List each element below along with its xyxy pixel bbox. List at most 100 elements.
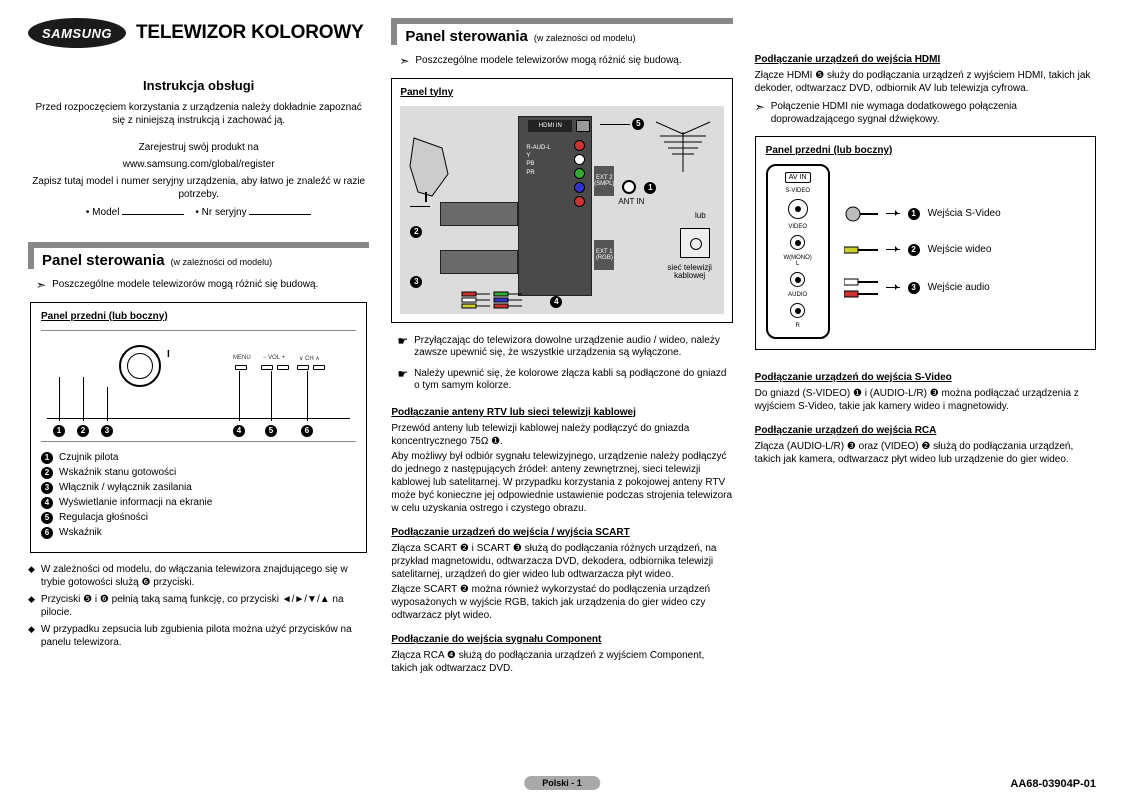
fp-num-6: 6 bbox=[301, 425, 313, 437]
intro-text: Przed rozpoczęciem korzystania z urządze… bbox=[28, 101, 369, 127]
fp-guide-line bbox=[47, 418, 350, 419]
fp-menu-label: MENU bbox=[233, 355, 251, 361]
note-3: W przypadku zepsucia lub zgubienia pilot… bbox=[41, 623, 369, 649]
socket-video bbox=[790, 235, 805, 250]
legend-num-2: 2 bbox=[41, 467, 53, 479]
section-1-title: Panel sterowania bbox=[42, 252, 165, 269]
product-title: TELEWIZOR KOLOROWY bbox=[136, 22, 364, 44]
rp-cable-label: sieć telewizji kablowej bbox=[658, 264, 722, 282]
legend-text-4: Wyświetlanie informacji na ekranie bbox=[59, 497, 212, 508]
svideo-plug-icon bbox=[844, 205, 878, 223]
col2-bullet-2: ☛ Należy upewnić się, że kolorowe złącza… bbox=[397, 368, 732, 393]
column-2: Panel sterowania (w zależności od modelu… bbox=[391, 18, 732, 677]
section-2-note: ➣ Poszczególne modele telewizorów mogą r… bbox=[399, 55, 732, 68]
section-2-sub: (w zależności od modelu) bbox=[534, 33, 636, 43]
document-code: AA68-03904P-01 bbox=[1010, 778, 1096, 790]
col3-sub1-head: Podłączanie urządzeń do wejścia HDMI bbox=[755, 54, 1096, 65]
column-3: Podłączanie urządzeń do wejścia HDMI Złą… bbox=[755, 18, 1096, 677]
section-2-title: Panel sterowania bbox=[405, 28, 528, 45]
rear-panel-box: Panel tylny HDMI IN R-AUD-LYPBPR EXT 2(S… bbox=[391, 78, 732, 323]
model-label: • Model bbox=[86, 207, 120, 218]
col2-sub3-head: Podłączanie do wejścia sygnału Component bbox=[391, 634, 732, 645]
col2-sub1-head: Podłączanie anteny RTV lub sieci telewiz… bbox=[391, 407, 732, 418]
diamond-icon: ◆ bbox=[28, 593, 35, 619]
arrow-icon: ➣ bbox=[755, 101, 765, 126]
rp-hdmi-label: HDMI IN bbox=[528, 120, 572, 132]
section-1-sub: (w zależności od modelu) bbox=[171, 257, 273, 267]
section-head-1: Panel sterowania (w zależności od modelu… bbox=[28, 242, 369, 269]
fp-num-4: 4 bbox=[233, 425, 245, 437]
manual-title: Instrukcja obsługi bbox=[28, 78, 369, 93]
arrow-icon: ➣ bbox=[36, 279, 46, 292]
jack-white bbox=[574, 154, 585, 165]
side-lbl-r: R bbox=[795, 323, 799, 329]
rp-num-5: 5 bbox=[632, 118, 644, 130]
rp-ext1-label: EXT 1(RGB) bbox=[594, 240, 614, 270]
jack-blue bbox=[574, 182, 585, 193]
register-line-3: Zapisz tutaj model i numer seryjny urząd… bbox=[28, 175, 369, 201]
fp-power-symbol: I bbox=[167, 349, 170, 360]
socket-svideo bbox=[788, 199, 808, 219]
hand-icon: ☛ bbox=[397, 368, 408, 393]
side-plug-group: 1 Wejścia S-Video 2 Wejście wideo bbox=[844, 205, 1001, 299]
side-panel-title: Panel przedni (lub boczny) bbox=[766, 145, 1085, 156]
diamond-icon: ◆ bbox=[28, 623, 35, 649]
legend-text-5: Regulacja głośności bbox=[59, 512, 148, 523]
col3-sub3-p: Złącza (AUDIO-L/R) ❸ oraz (VIDEO) ❷ służ… bbox=[755, 440, 1096, 466]
section-head-2: Panel sterowania (w zależności od modelu… bbox=[391, 18, 732, 45]
rca-plug-icon bbox=[844, 243, 878, 257]
fp-lead-1 bbox=[59, 377, 60, 421]
col3-sub3-head: Podłączanie urządzeń do wejścia RCA bbox=[755, 425, 1096, 436]
fp-btn-chup bbox=[313, 365, 325, 370]
fp-lead-6 bbox=[307, 371, 308, 421]
fp-btn-menu bbox=[235, 365, 247, 370]
col2-bullet-1: ☛ Przyłączając do telewizora dowolne urz… bbox=[397, 335, 732, 360]
col3-sub1-note-text: Połączenie HDMI nie wymaga dodatkowego p… bbox=[771, 101, 1096, 126]
col3-sub1-p: Złącze HDMI ❺ służy do podłączania urząd… bbox=[755, 69, 1096, 95]
register-line-1: Zarejestruj swój produkt na bbox=[28, 141, 369, 154]
rp-num-3: 3 bbox=[410, 276, 422, 288]
diamond-icon: ◆ bbox=[28, 563, 35, 589]
col2-bullet-1-text: Przyłączając do telewizora dowolne urząd… bbox=[414, 335, 733, 360]
side-panel-diagram: AV IN S-VIDEO VIDEO W(MONO)L AUDIO R 1 bbox=[766, 164, 1085, 339]
col3-sub2-p: Do gniazd (S-VIDEO) ❶ i (AUDIO-L/R) ❸ mo… bbox=[755, 387, 1096, 413]
rp-or-label: lub bbox=[695, 212, 706, 221]
rp-num-2: 2 bbox=[410, 226, 422, 238]
rear-panel-diagram: HDMI IN R-AUD-LYPBPR EXT 2(SMPL) EXT 1(R… bbox=[400, 106, 723, 314]
lead-arrow bbox=[886, 249, 900, 250]
samsung-logo: SAMSUNG bbox=[28, 18, 126, 48]
model-serial-line: • Model • Nr seryjny bbox=[28, 205, 369, 218]
fp-knob bbox=[119, 345, 161, 387]
socket-audio-r bbox=[790, 303, 805, 318]
col2-sub1-p1: Przewód anteny lub telewizji kablowej na… bbox=[391, 422, 732, 448]
fp-num-1: 1 bbox=[53, 425, 65, 437]
legend-text-3: Włącznik / wyłącznik zasilania bbox=[59, 482, 192, 493]
rear-panel-title: Panel tylny bbox=[400, 87, 723, 98]
plug-row-1: 1 Wejścia S-Video bbox=[844, 205, 1001, 223]
col2-sub3-p: Złącza RCA ❹ służą do podłączania urządz… bbox=[391, 649, 732, 675]
fp-btn-voldn bbox=[261, 365, 273, 370]
legend-text-2: Wskaźnik stanu gotowości bbox=[59, 467, 176, 478]
serial-blank bbox=[249, 205, 311, 215]
legend-num-5: 5 bbox=[41, 512, 53, 524]
legend-num-3: 3 bbox=[41, 482, 53, 494]
col3-sub1-note: ➣ Połączenie HDMI nie wymaga dodatkowego… bbox=[755, 101, 1096, 126]
page-number-pill: Polski - 1 bbox=[524, 776, 600, 790]
rp-component-jacks bbox=[574, 140, 585, 207]
front-panel-title: Panel przedni (lub boczny) bbox=[41, 311, 356, 322]
plug-row-3: 3 Wejście audio bbox=[844, 277, 1001, 299]
rp-hdmi-port bbox=[576, 120, 590, 132]
rp-antenna-icon bbox=[648, 114, 718, 174]
side-label-3: Wejście audio bbox=[928, 282, 990, 293]
rp-ant-label: ANT IN bbox=[618, 198, 644, 207]
lead-arrow bbox=[886, 213, 900, 214]
fp-btn-volup bbox=[277, 365, 289, 370]
model-blank bbox=[122, 205, 184, 215]
fp-lead-5 bbox=[271, 371, 272, 421]
rp-num-1: 1 bbox=[644, 182, 656, 194]
col2-bullet-2-text: Należy upewnić się, że kolorowe złącza k… bbox=[414, 368, 733, 393]
front-panel-notes: ◆W zależności od modelu, do włączania te… bbox=[28, 563, 369, 653]
side-num-2: 2 bbox=[908, 244, 920, 256]
note-2: Przyciski ❺ i ❻ pełnią taką samą funkcję… bbox=[41, 593, 369, 619]
rp-ant-socket bbox=[622, 180, 636, 194]
